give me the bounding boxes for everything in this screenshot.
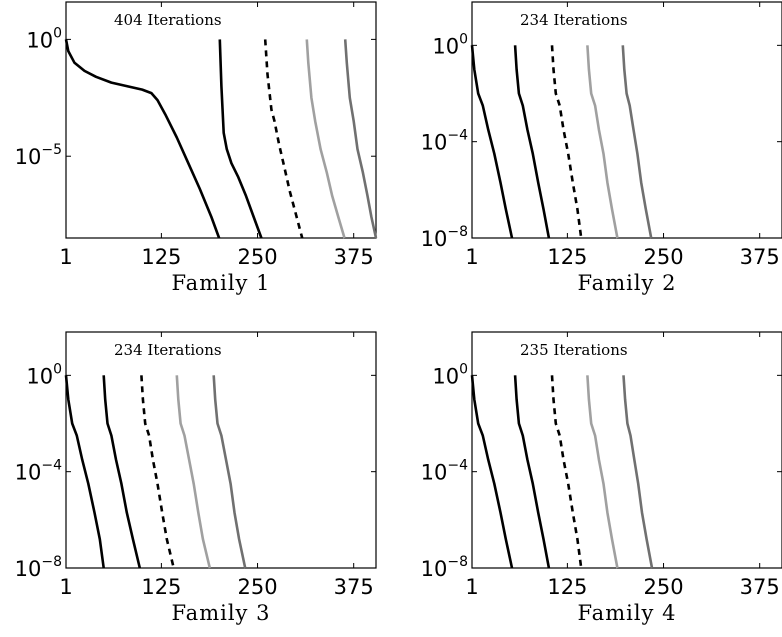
y-tick-label: 10−8 bbox=[15, 554, 62, 581]
x-tick-label: 1 bbox=[465, 245, 478, 269]
x-tick-label: 250 bbox=[643, 575, 683, 599]
y-tick-label: 100 bbox=[432, 361, 468, 388]
series-line bbox=[586, 375, 619, 569]
series-line bbox=[102, 375, 142, 569]
series-line bbox=[513, 375, 551, 569]
series-line bbox=[550, 45, 583, 239]
series-line bbox=[586, 45, 619, 239]
x-tick-label: 125 bbox=[547, 245, 587, 269]
x-axis-label: Family 4 bbox=[578, 601, 677, 625]
y-tick-label: 10−4 bbox=[421, 128, 468, 155]
panel-family-4: 1 125 250 375 100 10−4 10−8 235 Iterations Famil… bbox=[421, 331, 782, 625]
iterations-annotation: 234 Iterations bbox=[114, 341, 222, 359]
series-line bbox=[140, 375, 175, 569]
y-tick-label: 10−5 bbox=[15, 142, 62, 169]
x-tick-label: 250 bbox=[237, 245, 277, 269]
series-line bbox=[305, 39, 346, 239]
panel-family-1: 1 125 250 375 100 10−5 404 Iterations Family 1 bbox=[15, 1, 378, 295]
y-tick-label: 10−4 bbox=[15, 458, 62, 485]
panel-family-3: 1 125 250 375 100 10−4 10−8 234 Iterations Famil… bbox=[15, 331, 377, 625]
series-line bbox=[64, 375, 105, 569]
iterations-annotation: 404 Iterations bbox=[114, 11, 222, 29]
y-tick-label: 100 bbox=[432, 31, 468, 58]
x-tick-label: 375 bbox=[740, 575, 780, 599]
plot-frame bbox=[471, 331, 782, 569]
x-tick-label: 375 bbox=[740, 245, 780, 269]
plot-frame bbox=[471, 1, 782, 239]
x-tick-label: 375 bbox=[334, 575, 374, 599]
x-tick-label: 125 bbox=[547, 575, 587, 599]
iterations-annotation: 235 Iterations bbox=[520, 341, 628, 359]
y-tick-label: 10−8 bbox=[421, 224, 468, 251]
x-tick-label: 250 bbox=[643, 245, 683, 269]
x-axis-label: Family 2 bbox=[578, 271, 677, 295]
series-line bbox=[343, 39, 378, 239]
x-tick-label: 1 bbox=[59, 245, 72, 269]
series-line bbox=[175, 375, 212, 569]
x-tick-label: 1 bbox=[465, 575, 478, 599]
series-line bbox=[64, 39, 221, 239]
series-line bbox=[470, 375, 514, 569]
plot-frame bbox=[65, 1, 377, 239]
x-tick-label: 125 bbox=[141, 575, 181, 599]
y-tick-label: 100 bbox=[26, 361, 62, 388]
series-line bbox=[470, 45, 514, 239]
x-axis-label: Family 1 bbox=[172, 271, 271, 295]
y-tick-label: 100 bbox=[26, 25, 62, 52]
x-tick-label: 375 bbox=[334, 245, 374, 269]
panel-family-2: 1 125 250 375 100 10−4 10−8 234 Iterations Famil… bbox=[421, 1, 782, 295]
x-tick-label: 1 bbox=[59, 575, 72, 599]
x-tick-label: 250 bbox=[237, 575, 277, 599]
iterations-annotation: 234 Iterations bbox=[520, 11, 628, 29]
series-line bbox=[621, 45, 653, 239]
series-line bbox=[550, 375, 583, 569]
series-line bbox=[212, 375, 247, 569]
series-line bbox=[622, 375, 654, 569]
series-line bbox=[513, 45, 551, 239]
x-axis-label: Family 3 bbox=[172, 601, 271, 625]
plot-frame bbox=[65, 331, 377, 569]
y-tick-label: 10−8 bbox=[421, 554, 468, 581]
series-line bbox=[218, 39, 263, 239]
series-line bbox=[263, 39, 304, 239]
y-tick-label: 10−4 bbox=[421, 458, 468, 485]
x-tick-label: 125 bbox=[141, 245, 181, 269]
